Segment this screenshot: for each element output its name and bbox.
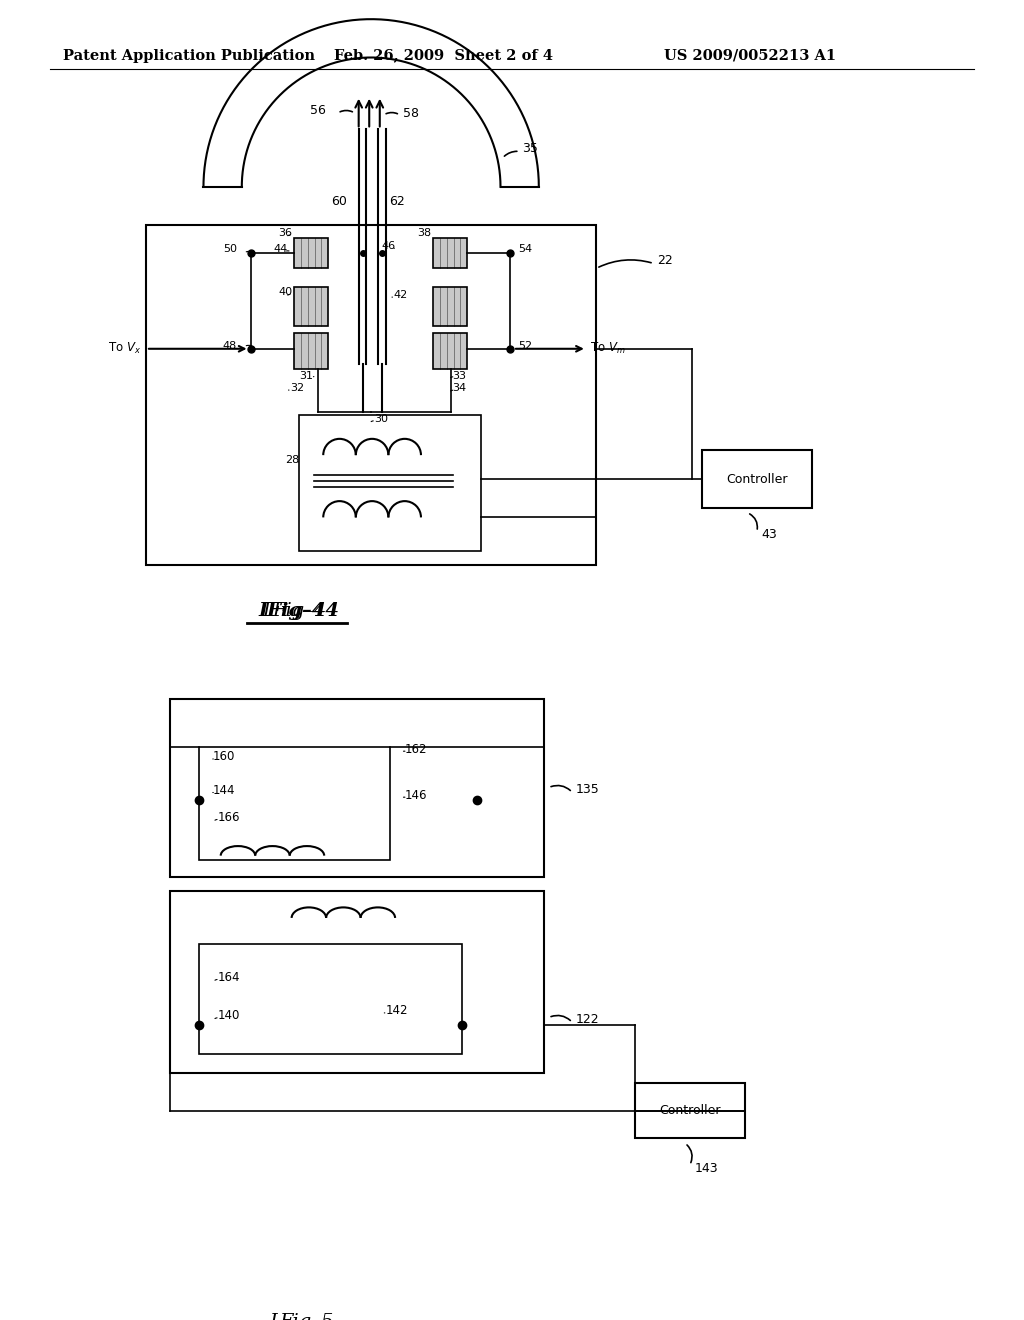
Text: Fig–4: Fig–4: [272, 602, 327, 620]
Text: 28: 28: [285, 455, 299, 465]
Text: 143: 143: [694, 1163, 718, 1176]
Text: Controller: Controller: [659, 1104, 721, 1117]
Text: Controller: Controller: [726, 473, 787, 486]
Text: 146: 146: [404, 789, 427, 801]
Bar: [299, 414, 481, 550]
Text: 42: 42: [393, 290, 408, 300]
Text: 32: 32: [290, 383, 304, 393]
Bar: [433, 288, 467, 326]
Text: To $V_m$: To $V_m$: [590, 342, 626, 356]
Text: 40: 40: [279, 288, 293, 297]
Bar: [635, 1082, 744, 1138]
Text: 140: 140: [218, 1010, 241, 1022]
Text: 142: 142: [385, 1005, 408, 1018]
Text: 60: 60: [332, 195, 347, 207]
Text: 54: 54: [518, 244, 531, 255]
Text: IFig–44: IFig–44: [259, 602, 340, 620]
Text: 30: 30: [374, 413, 388, 424]
Text: Fig–5: Fig–5: [280, 1313, 334, 1320]
Text: 122: 122: [575, 1012, 599, 1026]
Text: 62: 62: [389, 195, 406, 207]
Text: 135: 135: [575, 783, 599, 796]
Bar: [295, 238, 328, 268]
Bar: [199, 747, 390, 861]
Text: 162: 162: [404, 743, 427, 756]
Text: 44: 44: [273, 244, 288, 255]
Text: 56: 56: [310, 104, 326, 116]
Text: Patent Application Publication: Patent Application Publication: [63, 49, 315, 62]
Text: 22: 22: [656, 255, 673, 267]
Bar: [295, 334, 328, 368]
Text: 46: 46: [381, 242, 395, 251]
Text: 33: 33: [453, 371, 467, 380]
Text: Feb. 26, 2009  Sheet 2 of 4: Feb. 26, 2009 Sheet 2 of 4: [334, 49, 553, 62]
Text: 164: 164: [218, 970, 241, 983]
Text: 52: 52: [518, 341, 531, 351]
Text: US 2009/0052213 A1: US 2009/0052213 A1: [664, 49, 836, 62]
Text: 58: 58: [402, 107, 419, 120]
Bar: [170, 700, 544, 876]
Text: I: I: [269, 1313, 278, 1320]
Bar: [199, 944, 462, 1053]
Text: 34: 34: [453, 383, 467, 393]
Bar: [295, 288, 328, 326]
Text: I: I: [263, 602, 270, 620]
Text: To $V_x$: To $V_x$: [109, 342, 141, 356]
Text: 36: 36: [279, 228, 293, 238]
Text: 166: 166: [218, 810, 241, 824]
Bar: [433, 238, 467, 268]
Text: 160: 160: [213, 751, 236, 763]
Bar: [701, 450, 812, 508]
Text: 48: 48: [223, 341, 237, 351]
Bar: [433, 334, 467, 368]
Text: 144: 144: [213, 784, 236, 797]
Text: 35: 35: [522, 143, 539, 154]
Text: 50: 50: [223, 244, 237, 255]
Bar: [146, 226, 596, 565]
Bar: [170, 891, 544, 1073]
Text: 43: 43: [762, 528, 777, 541]
Text: 38: 38: [418, 228, 431, 238]
Text: 31: 31: [300, 371, 313, 380]
